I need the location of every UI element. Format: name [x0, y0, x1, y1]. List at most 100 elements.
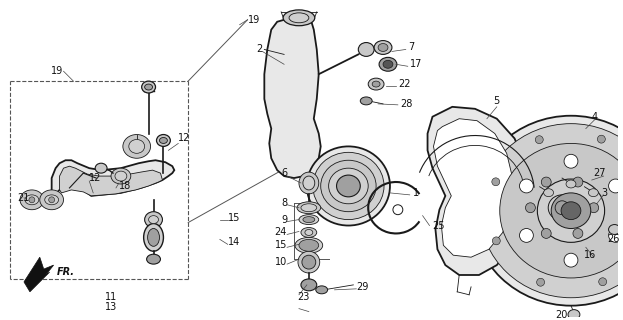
Ellipse shape [368, 78, 384, 90]
Ellipse shape [372, 81, 380, 87]
Ellipse shape [472, 116, 623, 306]
Ellipse shape [298, 251, 320, 273]
Ellipse shape [159, 138, 168, 143]
Text: 21: 21 [17, 193, 29, 203]
Text: 2: 2 [256, 44, 262, 54]
Ellipse shape [538, 179, 604, 242]
Ellipse shape [299, 215, 319, 225]
Text: 25: 25 [432, 220, 445, 230]
Polygon shape [60, 166, 163, 196]
Ellipse shape [492, 237, 500, 245]
Ellipse shape [328, 168, 368, 204]
Text: 12: 12 [178, 133, 191, 143]
Ellipse shape [303, 176, 315, 190]
Text: 19: 19 [51, 66, 64, 76]
Ellipse shape [299, 239, 319, 251]
Ellipse shape [307, 146, 390, 226]
Ellipse shape [599, 278, 607, 286]
Ellipse shape [145, 84, 153, 90]
Ellipse shape [40, 190, 64, 210]
Text: 11: 11 [105, 292, 117, 302]
Text: 10: 10 [275, 257, 287, 267]
Polygon shape [24, 257, 54, 292]
Ellipse shape [123, 134, 151, 158]
Ellipse shape [551, 193, 591, 228]
Ellipse shape [20, 190, 44, 210]
Ellipse shape [566, 180, 576, 188]
Ellipse shape [141, 81, 156, 93]
Ellipse shape [29, 197, 35, 203]
Ellipse shape [289, 13, 309, 23]
Text: 13: 13 [105, 302, 117, 312]
Ellipse shape [480, 124, 623, 298]
Text: 26: 26 [607, 234, 620, 244]
Ellipse shape [302, 255, 316, 269]
Text: 8: 8 [281, 198, 287, 208]
Polygon shape [427, 107, 526, 275]
Ellipse shape [49, 197, 55, 203]
Text: 15: 15 [275, 240, 287, 250]
Ellipse shape [156, 134, 170, 146]
Text: 9: 9 [281, 215, 287, 225]
Text: 3: 3 [601, 188, 607, 198]
Ellipse shape [301, 279, 316, 291]
Ellipse shape [379, 57, 397, 71]
Ellipse shape [548, 195, 576, 220]
Text: 4: 4 [592, 112, 597, 122]
Ellipse shape [115, 171, 127, 181]
Ellipse shape [25, 195, 39, 205]
Ellipse shape [95, 163, 107, 173]
Polygon shape [434, 119, 513, 257]
Ellipse shape [305, 229, 313, 236]
Ellipse shape [374, 41, 392, 54]
Ellipse shape [588, 189, 598, 196]
Polygon shape [264, 15, 321, 178]
Text: 1: 1 [412, 188, 419, 198]
Ellipse shape [129, 140, 145, 153]
Text: 19: 19 [247, 15, 260, 25]
Ellipse shape [358, 43, 374, 56]
Text: 14: 14 [228, 237, 240, 247]
Ellipse shape [609, 179, 622, 193]
Ellipse shape [609, 225, 621, 235]
Ellipse shape [555, 201, 569, 215]
Ellipse shape [146, 254, 161, 264]
Ellipse shape [297, 202, 321, 214]
Ellipse shape [321, 160, 376, 212]
Text: 6: 6 [281, 168, 287, 178]
Polygon shape [52, 160, 174, 198]
Text: 23: 23 [297, 292, 310, 302]
Ellipse shape [303, 217, 315, 223]
Ellipse shape [520, 228, 533, 242]
Ellipse shape [541, 228, 551, 238]
Text: 12: 12 [89, 173, 102, 183]
Ellipse shape [299, 172, 319, 194]
Ellipse shape [597, 135, 606, 143]
Ellipse shape [535, 136, 543, 144]
Text: 28: 28 [400, 99, 412, 109]
Ellipse shape [508, 156, 617, 259]
Text: 20: 20 [555, 309, 568, 320]
Ellipse shape [573, 228, 583, 238]
Text: 5: 5 [493, 96, 500, 106]
Ellipse shape [500, 143, 623, 278]
Ellipse shape [609, 228, 622, 242]
Ellipse shape [520, 179, 533, 193]
Ellipse shape [149, 216, 158, 224]
Text: 18: 18 [119, 181, 131, 191]
Ellipse shape [544, 189, 554, 196]
Text: 24: 24 [275, 228, 287, 237]
Text: 17: 17 [410, 59, 422, 69]
Text: 29: 29 [356, 282, 369, 292]
Ellipse shape [541, 177, 551, 187]
Text: 16: 16 [584, 250, 596, 260]
Ellipse shape [360, 97, 372, 105]
Ellipse shape [144, 224, 163, 251]
Ellipse shape [301, 228, 316, 237]
Ellipse shape [589, 203, 599, 213]
Ellipse shape [492, 178, 500, 186]
Text: 7: 7 [408, 43, 414, 52]
Ellipse shape [283, 10, 315, 26]
Ellipse shape [45, 195, 59, 205]
Ellipse shape [148, 228, 159, 246]
